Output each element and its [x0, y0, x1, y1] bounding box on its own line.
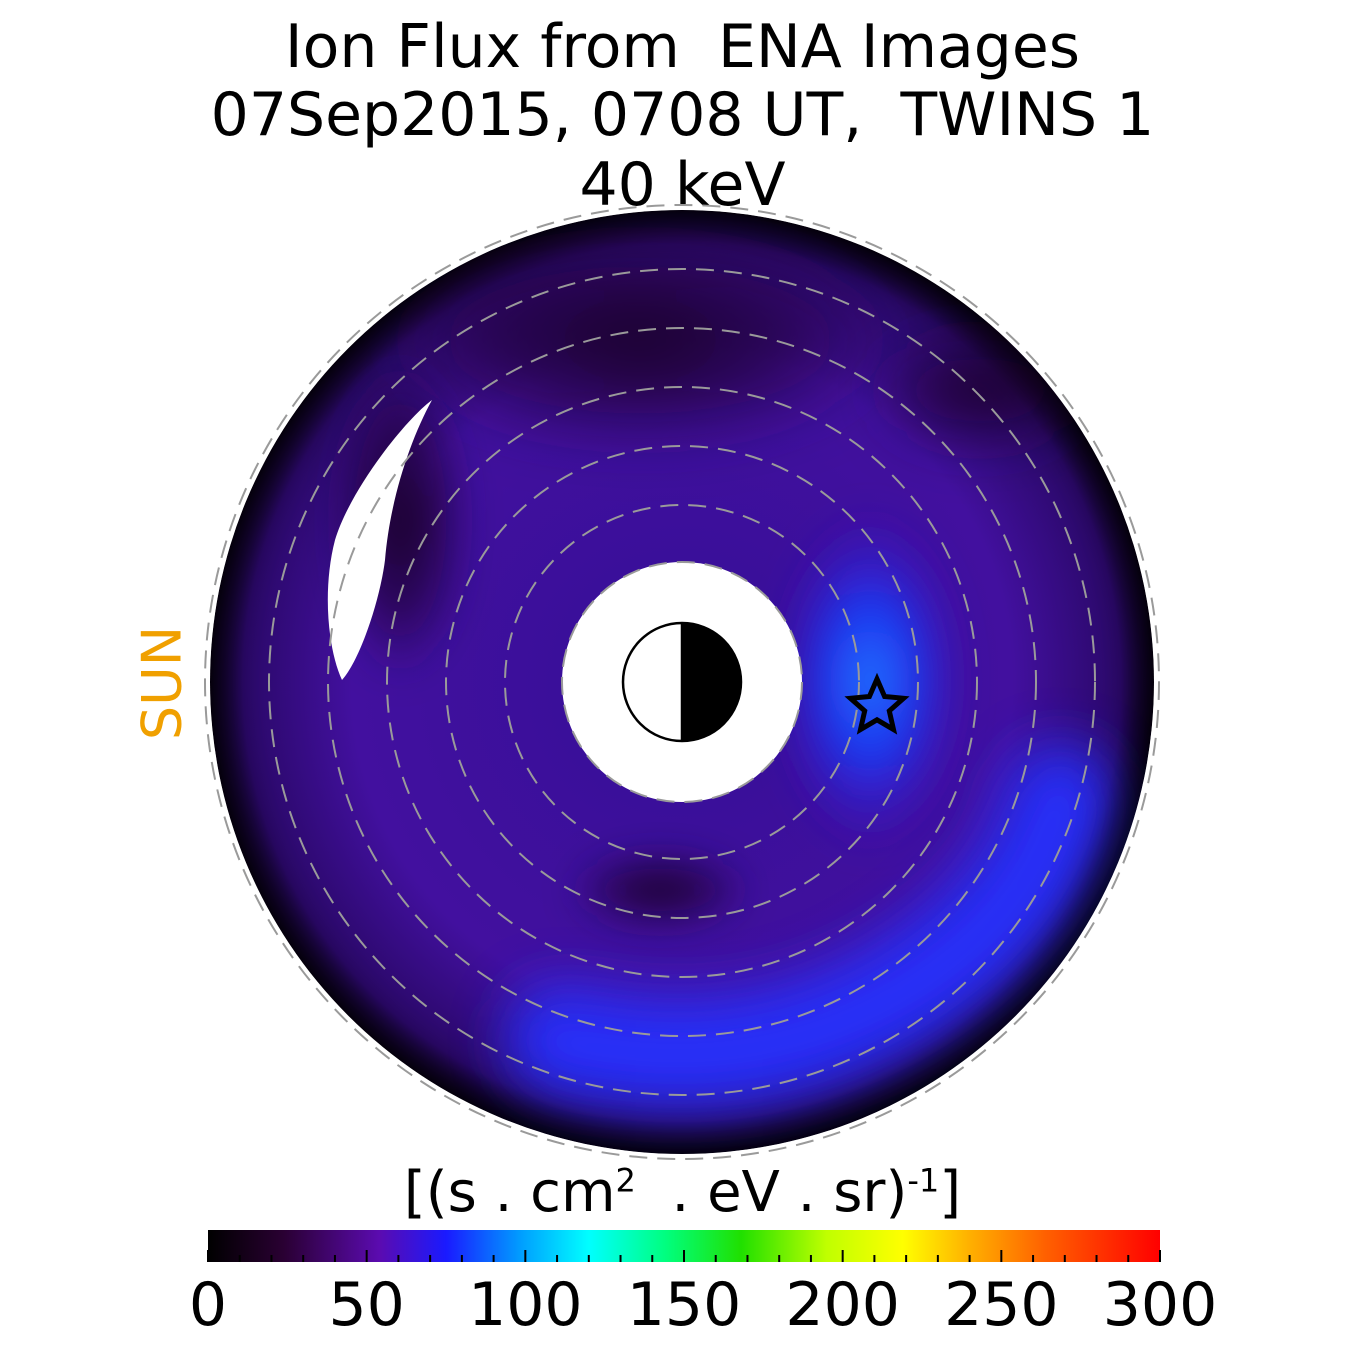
colorbar-units-label: [(s . cm2 . eV . sr)-1]: [0, 1160, 1365, 1225]
grid-circle: [504, 504, 860, 860]
radial-grid: [204, 204, 1160, 1160]
flux-image: [210, 210, 1154, 1154]
colorbar-tick-label: 50: [328, 1270, 405, 1340]
colorbar-tick-label: 300: [1102, 1270, 1218, 1340]
star-marker-icon: [844, 672, 910, 735]
flux-enhancement-dusk: [775, 510, 965, 850]
colorbar-ticks: [207, 1250, 1161, 1262]
chart-title-line-3: 40 keV: [579, 150, 786, 220]
colorbar-tick-label: 100: [468, 1270, 583, 1340]
grid-circle: [204, 204, 1160, 1160]
earth-icon: [621, 621, 743, 743]
colorbar-tick-label: 250: [944, 1270, 1059, 1340]
colorbar-tick-label: 200: [785, 1270, 900, 1340]
units-superscript-2: -1: [907, 1161, 940, 1200]
grid-circle: [327, 327, 1037, 1037]
grid-circle: [561, 561, 803, 803]
low-flux-region-northeast: [870, 330, 1090, 450]
low-flux-region-south: [570, 850, 750, 930]
flux-edge: [210, 210, 1154, 1154]
no-data-gap: [327, 400, 432, 680]
flux-enhancement-post-midnight: [505, 745, 1115, 1109]
units-part: ]: [939, 1160, 962, 1225]
colorbar-tick-label: 0: [188, 1270, 228, 1340]
low-flux-region-north: [380, 230, 900, 450]
grid-circle: [268, 268, 1096, 1096]
grid-circle: [445, 445, 919, 919]
colorbar-tick-label: 150: [626, 1270, 742, 1340]
units-part: [(s . cm: [403, 1160, 616, 1225]
grid-circle: [386, 386, 978, 978]
chart-title-line-2: 07Sep2015, 0708 UT, TWINS 1: [210, 80, 1155, 150]
chart-title-line-1: Ion Flux from ENA Images: [284, 12, 1081, 82]
units-part: . eV . sr): [635, 1160, 908, 1225]
units-superscript-1: 2: [615, 1161, 636, 1200]
